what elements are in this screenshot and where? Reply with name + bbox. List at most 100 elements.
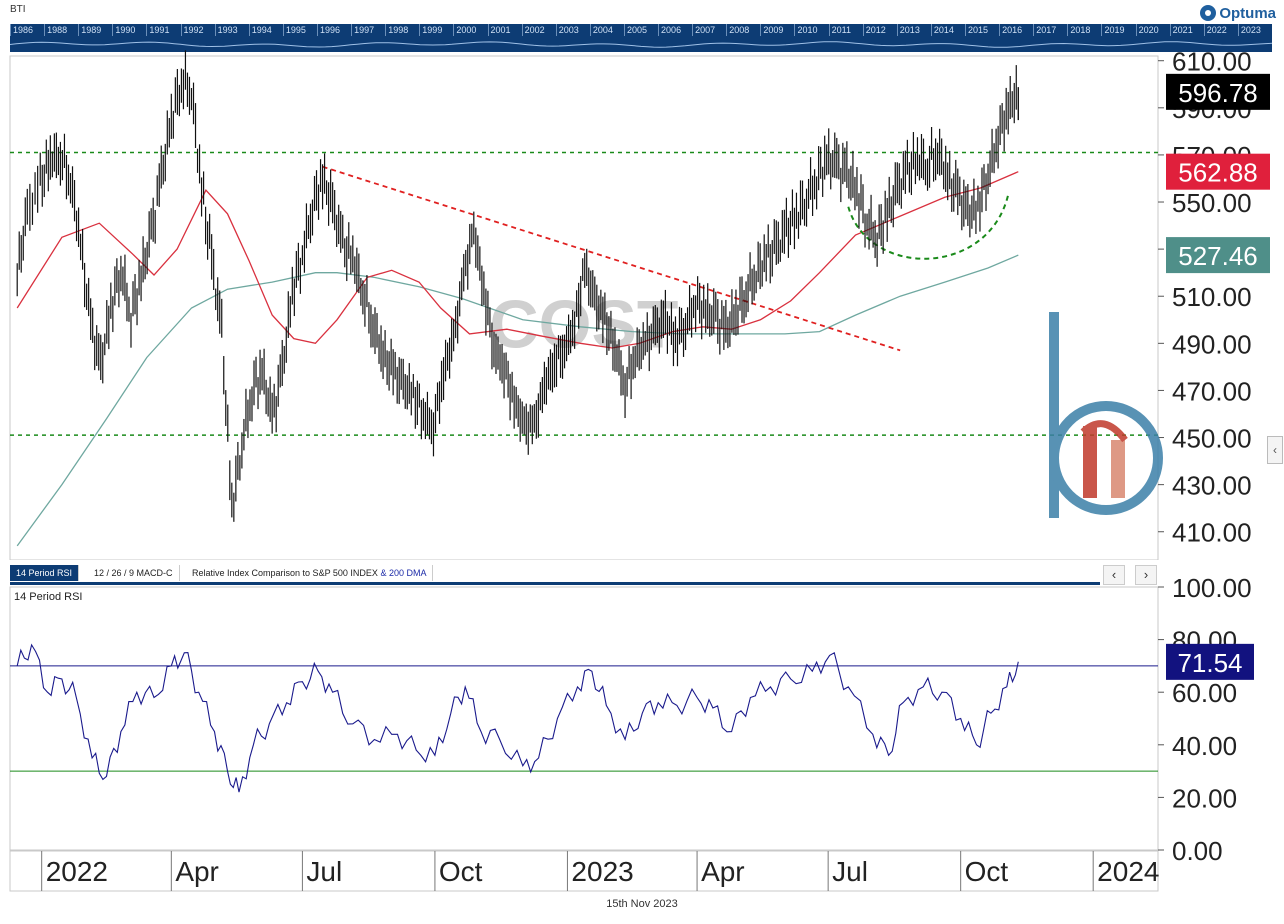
overview-year-label: 1986 <box>13 25 34 35</box>
overview-year-tick <box>1101 24 1103 36</box>
price-axis-label: 510.00 <box>1172 282 1252 312</box>
overview-year-tick <box>828 24 830 36</box>
price-chart[interactable]: COST610.00590.00570.00550.00530.00510.00… <box>0 0 1284 560</box>
overview-year-label: 2011 <box>831 25 851 35</box>
overview-year-tick <box>930 24 932 36</box>
optuma-logo: Optuma <box>1200 2 1276 24</box>
rsi-axis-label: 40.00 <box>1172 731 1237 761</box>
tab-rsi[interactable]: 14 Period RSI <box>10 565 80 581</box>
overview-year-tick <box>623 24 625 36</box>
date-axis-label: Jul <box>306 856 342 887</box>
overview-year-label: 2008 <box>729 25 750 35</box>
overview-year-label: 1991 <box>149 25 170 35</box>
overview-year-label: 2003 <box>558 25 579 35</box>
overview-year-tick <box>794 24 796 36</box>
last-price-tag: 596.78 <box>1178 78 1258 108</box>
date-axis-frame <box>9 850 1159 892</box>
overview-strip[interactable]: 1986 1988 1989 1990 1991 1992 1993 1994 1995 1996… <box>10 24 1272 52</box>
overview-year-label: 2022 <box>1206 25 1227 35</box>
overview-year-label: 2016 <box>1002 25 1023 35</box>
ma-short-tag: 562.88 <box>1178 158 1258 188</box>
last-price-tag-bg <box>1166 73 1270 110</box>
overview-year-tick <box>146 24 148 36</box>
rsi-panel-frame <box>9 586 1159 851</box>
optuma-logo-icon <box>1200 5 1217 21</box>
price-axis-label: 490.00 <box>1172 329 1252 359</box>
rsi-axis-label: 60.00 <box>1172 678 1237 708</box>
price-axis-label: 550.00 <box>1172 188 1252 218</box>
overview-year-tick <box>1135 24 1137 36</box>
optuma-brand-text: Optuma <box>1219 4 1276 22</box>
overview-year-tick <box>896 24 898 36</box>
overview-year-tick <box>1033 24 1035 36</box>
rsi-axis-label: 100.00 <box>1172 573 1252 603</box>
overview-year-tick <box>1169 24 1171 36</box>
overview-year-tick <box>589 24 591 36</box>
overview-year-label: 1992 <box>183 25 204 35</box>
rsi-axis-label: 20.00 <box>1172 783 1237 813</box>
overview-year-label: 2007 <box>695 25 716 35</box>
footer-date: 15th Nov 2023 <box>606 898 678 910</box>
overview-year-label: 2021 <box>1172 25 1193 35</box>
overview-year-label: 1988 <box>47 25 68 35</box>
overview-year-tick <box>214 24 216 36</box>
overview-year-tick <box>248 24 250 36</box>
overview-year-label: 1989 <box>81 25 102 35</box>
overview-year-label: 2020 <box>1138 25 1159 35</box>
overview-year-tick <box>658 24 660 36</box>
overview-year-tick <box>112 24 114 36</box>
overview-year-label: 2018 <box>1070 25 1091 35</box>
scroll-left-button[interactable]: ‹ <box>1103 565 1125 585</box>
overview-year-label: 2005 <box>626 25 647 35</box>
ma-short-tag-bg <box>1166 153 1270 190</box>
overview-year-tick <box>78 24 80 36</box>
side-panel-toggle[interactable]: ‹ <box>1267 436 1283 464</box>
overview-year-label: 2019 <box>1104 25 1125 35</box>
overview-year-tick <box>385 24 387 36</box>
rsi-axis-label: 0.00 <box>1172 836 1223 866</box>
overview-year-tick <box>351 24 353 36</box>
logo-bar-2 <box>1111 440 1125 498</box>
overview-year-label: 2013 <box>899 25 920 35</box>
overview-year-label: 2023 <box>1240 25 1261 35</box>
overview-year-label: 2017 <box>1036 25 1057 35</box>
overview-year-tick <box>180 24 182 36</box>
overview-year-tick <box>1067 24 1069 36</box>
rsi-axis-label: 80.00 <box>1172 626 1237 656</box>
overview-year-label: 1997 <box>354 25 375 35</box>
tab-macd[interactable]: 12 / 26 / 9 MACD-C <box>88 565 180 581</box>
price-axis-label: 450.00 <box>1172 424 1252 454</box>
rsi-line <box>16 643 1019 793</box>
watermark-logo-icon <box>1049 312 1163 518</box>
overview-year-label: 1998 <box>388 25 409 35</box>
overview-year-tick <box>1237 24 1239 36</box>
tab-relative-index[interactable]: Relative Index Comparison to S&P 500 IND… <box>186 565 434 581</box>
resistance-trendline <box>322 165 901 352</box>
overview-year-tick <box>692 24 694 36</box>
overview-year-tick <box>760 24 762 36</box>
date-axis-label: 2023 <box>571 856 633 887</box>
rsi-value-tag-bg <box>1166 643 1254 680</box>
overview-price-path <box>10 41 1272 48</box>
price-axis-label: 610.00 <box>1172 47 1252 77</box>
logo-ring <box>1049 401 1163 515</box>
overview-year-label: 2014 <box>933 25 954 35</box>
overview-year-label: 2002 <box>524 25 545 35</box>
overview-year-tick <box>10 24 11 36</box>
chart-watermark: COST <box>490 287 679 363</box>
overview-year-label: 1994 <box>251 25 272 35</box>
date-axis-label: 2022 <box>46 856 108 887</box>
logo-bar-1 <box>1083 426 1097 498</box>
date-axis-label: Apr <box>175 856 219 887</box>
logo-arc <box>1080 420 1128 443</box>
overview-year-tick <box>44 24 46 36</box>
overview-year-tick <box>282 24 284 36</box>
tab-relative-index-label: Relative Index Comparison to S&P 500 IND… <box>192 568 378 578</box>
overview-year-label: 2009 <box>763 25 784 35</box>
price-bars <box>16 50 1019 522</box>
scroll-right-button[interactable]: › <box>1135 565 1157 585</box>
overview-year-tick <box>521 24 523 36</box>
logo-stem <box>1049 312 1059 518</box>
date-axis-label: Oct <box>439 856 483 887</box>
overview-year-tick <box>999 24 1001 36</box>
